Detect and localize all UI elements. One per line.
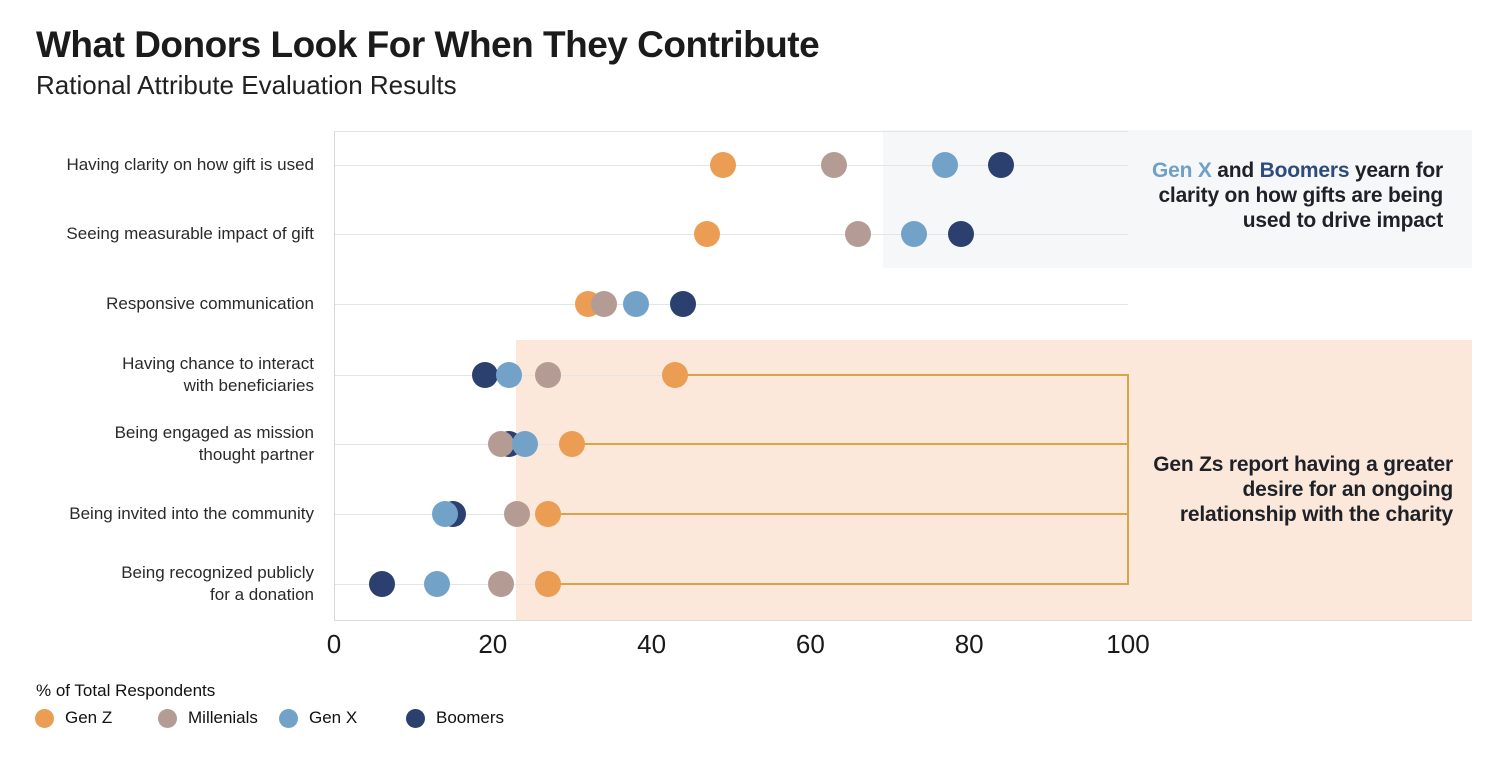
data-point-genx-row-0 [932, 152, 959, 178]
data-point-boomers-row-0 [987, 152, 1014, 178]
annotation-line: used to drive impact [1242, 209, 1443, 232]
y-axis-line [334, 131, 335, 621]
category-label-3: Having chance to interact with beneficia… [122, 353, 314, 395]
category-label-4: Being engaged as mission thought partner [114, 422, 314, 464]
x-tick-label-0: 0 [326, 629, 342, 659]
data-point-boomers-row-1 [948, 221, 975, 247]
legend-label: Boomers [436, 708, 505, 727]
legend-title: % of Total Respondents [36, 681, 216, 700]
data-point-boomers-row-6 [368, 571, 395, 597]
data-point-millenials-row-0 [821, 152, 848, 178]
data-point-genx-row-3 [495, 362, 522, 388]
data-point-genx-row-1 [900, 221, 927, 247]
plot-top-border [334, 131, 1128, 132]
data-point-genz-row-0 [710, 152, 737, 178]
x-tick-label-20: 20 [478, 629, 508, 659]
annotation-line: clarity on how gifts are being [1158, 184, 1443, 207]
genz-bracket-line-row-4 [572, 443, 1128, 445]
data-point-genz-row-3 [662, 362, 689, 388]
legend-item-genz: Gen Z [35, 708, 112, 728]
gridline-row-1 [334, 233, 1128, 235]
genz-bracket-line-row-3 [675, 374, 1128, 376]
genx-boomers-highlight-box [883, 130, 1472, 268]
data-point-millenials-row-1 [845, 221, 872, 247]
legend-item-millenials: Millenials [158, 708, 258, 728]
data-point-millenials-row-2 [590, 291, 617, 317]
category-label-1: Seeing measurable impact of gift [66, 223, 314, 243]
legend-item-boomers: Boomers [406, 708, 504, 728]
legend-label: Gen X [309, 708, 358, 727]
data-point-genz-row-5 [535, 501, 562, 527]
legend-item-genx: Gen X [279, 708, 357, 728]
x-tick-label-80: 80 [954, 629, 984, 659]
legend-swatch-icon [279, 708, 298, 728]
data-point-genz-row-6 [535, 571, 562, 597]
annotation-text: and [1211, 159, 1260, 182]
page-subtitle: Rational Attribute Evaluation Results [36, 70, 457, 100]
legend-label: Millenials [188, 708, 258, 727]
page-title: What Donors Look For When They Contribut… [36, 24, 820, 65]
data-point-millenials-row-5 [503, 501, 530, 527]
annotation-genz: Gen Zs report having a greater desire fo… [1153, 452, 1453, 527]
gridline-row-2 [334, 303, 1128, 305]
x-tick-label-60: 60 [795, 629, 825, 659]
data-point-genz-row-4 [559, 431, 586, 457]
genz-bracket-line-row-5 [548, 513, 1128, 515]
genx-colored-word: Gen X [1151, 159, 1212, 182]
legend-label: Gen Z [65, 708, 113, 727]
data-point-millenials-row-6 [487, 571, 514, 597]
category-label-5: Being invited into the community [69, 503, 314, 523]
x-tick-label-40: 40 [637, 629, 667, 659]
category-label-2: Responsive communication [106, 293, 314, 313]
data-point-genx-row-6 [424, 571, 451, 597]
x-tick-label-100: 100 [1106, 629, 1150, 659]
boomers-colored-word: Boomers [1259, 159, 1350, 182]
data-point-boomers-row-3 [471, 362, 498, 388]
legend-swatch-icon [35, 708, 54, 728]
data-point-genx-row-5 [432, 501, 459, 527]
genz-bracket-vertical-line [1127, 374, 1129, 585]
data-point-millenials-row-4 [487, 431, 514, 457]
annotation-text: yearn for [1349, 159, 1443, 182]
data-point-genx-row-2 [622, 291, 649, 317]
x-axis-line [334, 620, 1472, 621]
annotation-line: desire for an ongoing [1242, 478, 1454, 501]
genz-bracket-line-row-6 [548, 583, 1128, 585]
annotation-line: Gen Zs report having a greater [1153, 453, 1453, 476]
legend-swatch-icon [158, 708, 177, 728]
annotation-line: Gen X and Boomers yearn for [1152, 158, 1443, 183]
data-point-genz-row-1 [694, 221, 721, 247]
data-point-boomers-row-2 [670, 291, 697, 317]
data-point-millenials-row-3 [535, 362, 562, 388]
category-label-0: Having clarity on how gift is used [66, 154, 314, 174]
category-label-6: Being recognized publicly for a donation [121, 562, 314, 604]
annotation-genx-boomers: Gen X and Boomers yearn for clarity on h… [1152, 158, 1443, 233]
annotation-line: relationship with the charity [1179, 503, 1453, 526]
legend-swatch-icon [406, 708, 425, 728]
data-point-genx-row-4 [511, 431, 538, 457]
